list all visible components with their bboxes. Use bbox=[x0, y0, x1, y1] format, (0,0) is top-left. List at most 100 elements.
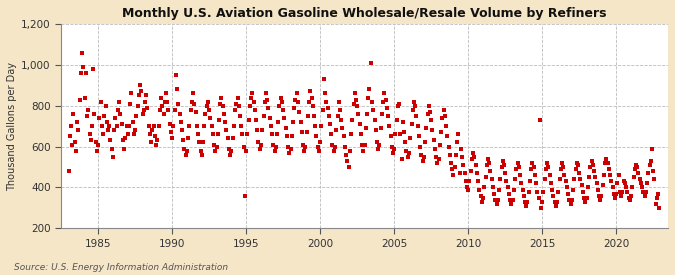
Point bbox=[520, 200, 531, 204]
Point bbox=[570, 167, 581, 171]
Point bbox=[113, 108, 124, 112]
Point bbox=[90, 140, 101, 145]
Point bbox=[364, 87, 375, 92]
Point bbox=[426, 118, 437, 122]
Point bbox=[286, 146, 296, 151]
Point bbox=[101, 120, 112, 124]
Point bbox=[456, 146, 466, 151]
Point bbox=[496, 165, 507, 169]
Point bbox=[487, 185, 498, 190]
Point bbox=[606, 179, 617, 183]
Point bbox=[349, 91, 360, 96]
Point bbox=[147, 128, 158, 133]
Point bbox=[173, 101, 184, 106]
Point bbox=[441, 124, 452, 128]
Point bbox=[225, 153, 236, 157]
Point bbox=[381, 106, 392, 110]
Point bbox=[593, 187, 603, 192]
Point bbox=[531, 181, 541, 186]
Point bbox=[134, 93, 144, 98]
Point bbox=[572, 163, 583, 167]
Point bbox=[651, 196, 662, 200]
Point bbox=[450, 153, 461, 157]
Point bbox=[216, 95, 227, 100]
Point bbox=[64, 134, 75, 139]
Point bbox=[575, 177, 586, 182]
Point bbox=[480, 175, 491, 180]
Point bbox=[533, 196, 544, 200]
Point bbox=[634, 177, 645, 182]
Point bbox=[401, 148, 412, 153]
Point bbox=[410, 103, 421, 108]
Point bbox=[265, 124, 276, 128]
Point bbox=[392, 103, 403, 108]
Point bbox=[111, 124, 122, 128]
Point bbox=[493, 187, 504, 192]
Point bbox=[283, 144, 294, 149]
Point bbox=[374, 142, 385, 147]
Point bbox=[153, 124, 164, 128]
Point bbox=[630, 163, 641, 167]
Point bbox=[107, 146, 117, 151]
Point bbox=[460, 179, 471, 183]
Point bbox=[365, 60, 376, 65]
Point bbox=[377, 112, 387, 116]
Point bbox=[595, 197, 605, 202]
Point bbox=[300, 144, 310, 149]
Point bbox=[639, 194, 650, 198]
Point bbox=[219, 112, 230, 116]
Point bbox=[295, 120, 306, 124]
Point bbox=[196, 153, 207, 157]
Point bbox=[392, 118, 402, 122]
Point bbox=[405, 136, 416, 141]
Point bbox=[80, 71, 91, 75]
Point bbox=[610, 196, 620, 200]
Point bbox=[527, 161, 538, 165]
Point bbox=[354, 122, 365, 126]
Point bbox=[514, 173, 525, 177]
Point bbox=[304, 99, 315, 104]
Point bbox=[612, 181, 623, 186]
Point bbox=[629, 167, 640, 171]
Y-axis label: Thousand Gallons per Day: Thousand Gallons per Day bbox=[7, 62, 17, 191]
Point bbox=[493, 197, 504, 202]
Point bbox=[576, 183, 587, 188]
Point bbox=[243, 118, 254, 122]
Point bbox=[130, 128, 140, 133]
Point bbox=[636, 181, 647, 186]
Point bbox=[396, 157, 407, 161]
Point bbox=[549, 200, 560, 204]
Point bbox=[562, 185, 572, 190]
Point bbox=[632, 165, 643, 169]
Point bbox=[444, 153, 455, 157]
Point bbox=[601, 157, 612, 161]
Point bbox=[526, 167, 537, 171]
Point bbox=[256, 142, 267, 147]
Point bbox=[326, 132, 337, 136]
Point bbox=[600, 161, 611, 165]
Point bbox=[359, 142, 370, 147]
Point bbox=[614, 173, 624, 177]
Point bbox=[529, 165, 539, 169]
Point bbox=[321, 99, 332, 104]
Point bbox=[411, 114, 422, 118]
Point bbox=[641, 189, 651, 194]
Point bbox=[185, 108, 196, 112]
Point bbox=[159, 99, 170, 104]
Point bbox=[637, 185, 647, 190]
Point bbox=[77, 50, 88, 55]
Point bbox=[505, 197, 516, 202]
Point bbox=[171, 73, 182, 77]
Point bbox=[86, 124, 97, 128]
Point bbox=[199, 124, 210, 128]
Point bbox=[518, 194, 529, 198]
Point bbox=[386, 144, 397, 149]
Point bbox=[186, 99, 197, 104]
Point bbox=[420, 140, 431, 145]
Point bbox=[308, 114, 319, 118]
Point bbox=[238, 144, 249, 149]
Point bbox=[508, 187, 519, 192]
Point bbox=[190, 110, 201, 114]
Point bbox=[589, 169, 599, 173]
Point bbox=[83, 108, 94, 112]
